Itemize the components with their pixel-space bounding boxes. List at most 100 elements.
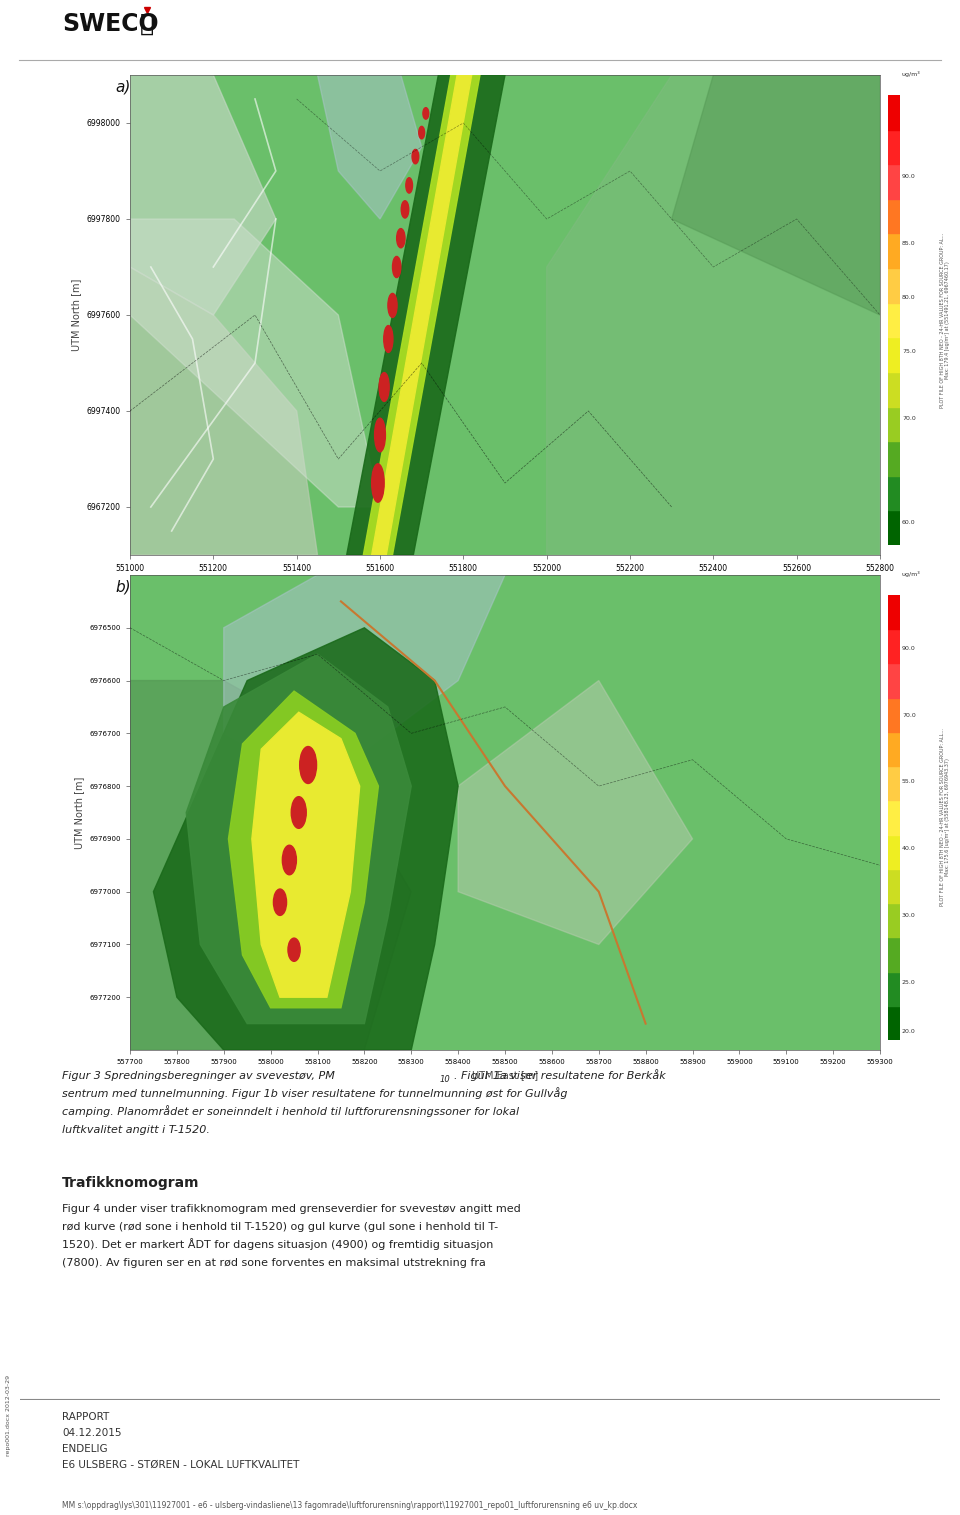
- Ellipse shape: [401, 201, 409, 218]
- Text: a): a): [115, 80, 131, 95]
- Text: SWECO: SWECO: [62, 12, 158, 36]
- Ellipse shape: [419, 126, 424, 139]
- Text: 85.0: 85.0: [902, 241, 916, 245]
- Ellipse shape: [288, 938, 300, 962]
- Polygon shape: [130, 267, 318, 554]
- Ellipse shape: [393, 256, 401, 277]
- Text: 70.0: 70.0: [902, 712, 916, 718]
- Bar: [888, 164, 900, 198]
- Bar: [888, 511, 900, 545]
- Bar: [888, 938, 900, 971]
- Bar: [888, 1006, 900, 1039]
- Polygon shape: [318, 76, 421, 220]
- Polygon shape: [347, 76, 505, 554]
- Bar: [888, 595, 900, 629]
- Ellipse shape: [384, 326, 393, 353]
- X-axis label: UTM East [m]: UTM East [m]: [472, 1071, 538, 1080]
- Bar: [888, 835, 900, 868]
- X-axis label: UTM East [m]: UTM East [m]: [472, 579, 538, 589]
- Text: 70.0: 70.0: [902, 417, 916, 421]
- Bar: [888, 338, 900, 371]
- Polygon shape: [458, 680, 692, 944]
- Text: 1520). Det er markert ÅDT for dagens situasjon (4900) og fremtidig situasjon: 1520). Det er markert ÅDT for dagens sit…: [62, 1238, 493, 1250]
- Text: 55.0: 55.0: [902, 779, 916, 785]
- Polygon shape: [130, 220, 380, 508]
- Polygon shape: [546, 76, 880, 554]
- Bar: [888, 868, 900, 903]
- Text: 04.12.2015: 04.12.2015: [62, 1429, 122, 1438]
- Text: RAPPORT: RAPPORT: [62, 1412, 109, 1423]
- Ellipse shape: [300, 747, 317, 783]
- Polygon shape: [224, 576, 505, 786]
- Text: 10: 10: [440, 1076, 451, 1085]
- Ellipse shape: [274, 889, 287, 915]
- Text: ENDELIG: ENDELIG: [62, 1444, 108, 1454]
- Text: b): b): [115, 580, 131, 595]
- Text: PLOT FILE OF HIGH 8TH NEO - 24-HR VALUES FOR SOURCE GROUP: ALL...
Max: 175.6 [ug: PLOT FILE OF HIGH 8TH NEO - 24-HR VALUES…: [940, 729, 950, 906]
- Text: luftkvalitet angitt i T-1520.: luftkvalitet angitt i T-1520.: [62, 1126, 210, 1135]
- Text: PLOT FILE OF HIGH 8TH NEO - 24-HR VALUES FOR SOURCE GROUP: AL...
Max: 179.4 [ug/: PLOT FILE OF HIGH 8TH NEO - 24-HR VALUES…: [940, 232, 950, 408]
- Polygon shape: [672, 76, 880, 315]
- Text: Trafikknomogram: Trafikknomogram: [62, 1176, 200, 1189]
- Bar: [888, 732, 900, 767]
- Text: ug/m³: ug/m³: [902, 571, 921, 577]
- Text: 60.0: 60.0: [902, 520, 916, 526]
- Polygon shape: [154, 627, 458, 1050]
- Bar: [888, 698, 900, 732]
- Polygon shape: [130, 76, 276, 315]
- Bar: [888, 95, 900, 130]
- Text: MM s:\oppdrag\lys\301\11927001 - e6 - ulsberg-vindasliene\13 fagomrade\luftforur: MM s:\oppdrag\lys\301\11927001 - e6 - ul…: [62, 1500, 637, 1509]
- Bar: [888, 629, 900, 664]
- Text: 40.0: 40.0: [902, 847, 916, 851]
- Polygon shape: [130, 680, 411, 1050]
- Ellipse shape: [379, 373, 389, 401]
- Polygon shape: [186, 654, 411, 1024]
- Y-axis label: UTM North [m]: UTM North [m]: [74, 776, 84, 848]
- Bar: [888, 268, 900, 303]
- Text: 30.0: 30.0: [902, 914, 916, 918]
- Polygon shape: [372, 76, 471, 554]
- Polygon shape: [252, 712, 360, 997]
- Ellipse shape: [423, 108, 429, 120]
- Text: repo001.docx 2012-03-29: repo001.docx 2012-03-29: [7, 1374, 12, 1456]
- Text: Figur 4 under viser trafikknomogram med grenseverdier for svevestøv angitt med: Figur 4 under viser trafikknomogram med …: [62, 1204, 520, 1214]
- Ellipse shape: [372, 464, 384, 501]
- Bar: [888, 903, 900, 938]
- Ellipse shape: [374, 418, 385, 451]
- Ellipse shape: [291, 797, 306, 829]
- Bar: [888, 441, 900, 476]
- Bar: [888, 233, 900, 268]
- Text: 80.0: 80.0: [902, 295, 916, 300]
- Text: 90.0: 90.0: [902, 174, 916, 179]
- Bar: [888, 800, 900, 835]
- Ellipse shape: [406, 177, 413, 192]
- Bar: [888, 476, 900, 511]
- Ellipse shape: [412, 150, 419, 164]
- Y-axis label: UTM North [m]: UTM North [m]: [71, 279, 82, 351]
- Ellipse shape: [282, 845, 297, 874]
- Text: ⧖: ⧖: [140, 12, 155, 36]
- Text: ug/m³: ug/m³: [902, 71, 921, 77]
- Text: Figur 3 Spredningsberegninger av svevestøv, PM: Figur 3 Spredningsberegninger av svevest…: [62, 1071, 335, 1082]
- Polygon shape: [228, 691, 378, 1007]
- Bar: [888, 971, 900, 1006]
- Text: 20.0: 20.0: [902, 1029, 916, 1033]
- Bar: [888, 406, 900, 441]
- Text: sentrum med tunnelmunning. Figur 1b viser resultatene for tunnelmunning øst for : sentrum med tunnelmunning. Figur 1b vise…: [62, 1088, 567, 1098]
- Text: 75.0: 75.0: [902, 348, 916, 355]
- Bar: [888, 130, 900, 164]
- Bar: [888, 664, 900, 698]
- Text: 90.0: 90.0: [902, 645, 916, 651]
- Ellipse shape: [388, 294, 397, 318]
- Bar: [888, 198, 900, 233]
- Ellipse shape: [396, 229, 405, 248]
- Text: . Figur 1a viser resultatene for Berkåk: . Figur 1a viser resultatene for Berkåk: [454, 1070, 665, 1082]
- Bar: [888, 303, 900, 338]
- Bar: [888, 767, 900, 800]
- Bar: [888, 371, 900, 406]
- Text: camping. Planområdet er soneinndelt i henhold til luftforurensningssoner for lok: camping. Planområdet er soneinndelt i he…: [62, 1104, 519, 1117]
- Text: 25.0: 25.0: [902, 980, 916, 985]
- Polygon shape: [363, 76, 480, 554]
- Text: E6 ULSBERG - STØREN - LOKAL LUFTKVALITET: E6 ULSBERG - STØREN - LOKAL LUFTKVALITET: [62, 1460, 300, 1470]
- Text: (7800). Av figuren ser en at rød sone forventes en maksimal utstrekning fra: (7800). Av figuren ser en at rød sone fo…: [62, 1257, 486, 1268]
